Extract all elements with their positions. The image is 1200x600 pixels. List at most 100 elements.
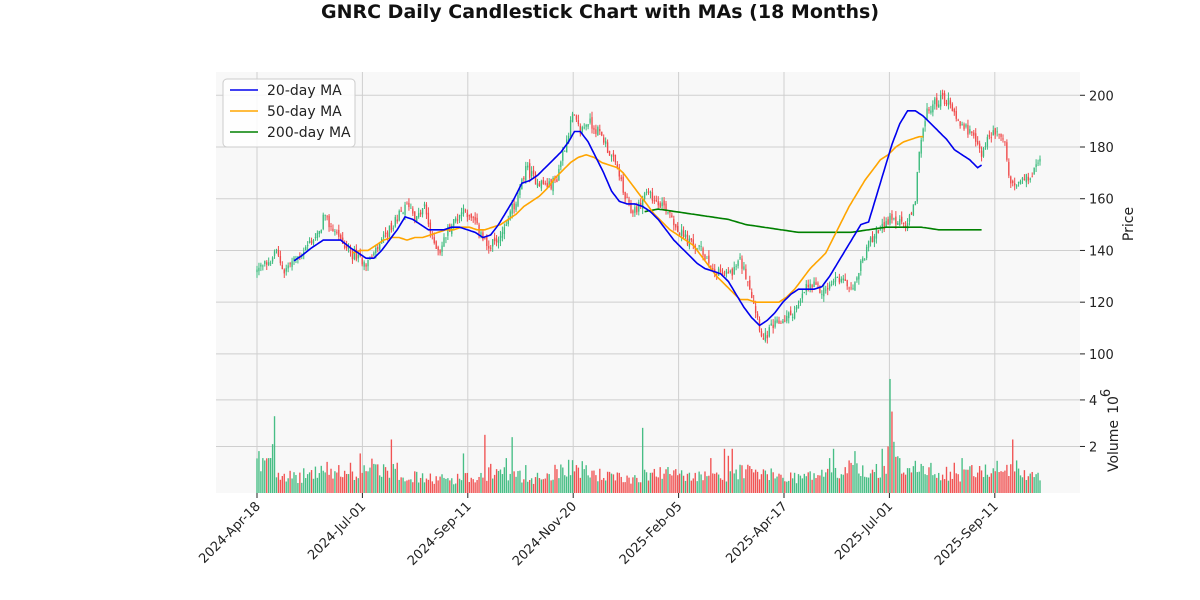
volume-bar bbox=[357, 478, 359, 493]
candle-body bbox=[351, 251, 354, 260]
candle-body bbox=[727, 272, 730, 274]
candle-body bbox=[749, 280, 751, 290]
candle-body bbox=[466, 212, 469, 218]
volume-bar bbox=[647, 480, 650, 493]
volume-bar bbox=[589, 477, 591, 493]
volume-bar bbox=[560, 464, 562, 493]
volume-bar bbox=[967, 469, 969, 493]
volume-bar bbox=[939, 480, 942, 493]
candle-body bbox=[318, 230, 321, 234]
candle-body bbox=[377, 246, 379, 250]
price-tick-label: 140 bbox=[1089, 244, 1114, 259]
candle-body bbox=[367, 260, 369, 267]
candle-body bbox=[743, 266, 745, 270]
candle-body bbox=[965, 124, 967, 127]
candle-body bbox=[774, 320, 776, 327]
volume-bar bbox=[823, 476, 825, 493]
candle-body bbox=[776, 319, 778, 323]
candle-body bbox=[932, 104, 934, 113]
volume-bar bbox=[266, 458, 268, 493]
candle-body bbox=[562, 151, 564, 161]
volume-bar bbox=[698, 471, 700, 493]
candle-body bbox=[306, 244, 309, 247]
volume-bar bbox=[982, 477, 985, 493]
volume-bar bbox=[548, 474, 550, 493]
candle-body bbox=[957, 119, 959, 121]
candle-body bbox=[620, 177, 622, 180]
candle-body bbox=[918, 151, 920, 171]
volume-bar bbox=[624, 482, 626, 493]
volume-bar bbox=[667, 467, 669, 493]
candle-body bbox=[649, 191, 652, 193]
candle-body bbox=[889, 215, 891, 224]
candle-body bbox=[517, 195, 519, 206]
volume-bar bbox=[291, 478, 293, 493]
volume-bar bbox=[359, 453, 361, 493]
candle-body bbox=[811, 285, 813, 288]
volume-bar bbox=[834, 467, 837, 493]
candle-body bbox=[772, 324, 774, 329]
volume-bar bbox=[675, 469, 677, 493]
volume-bar bbox=[969, 466, 971, 493]
candle-body bbox=[655, 200, 657, 201]
candle-body bbox=[704, 254, 706, 260]
candle-body bbox=[852, 288, 854, 290]
volume-bar bbox=[902, 472, 905, 493]
volume-bar bbox=[260, 471, 262, 493]
candle-body bbox=[717, 268, 720, 276]
volume-bar bbox=[1006, 464, 1008, 493]
volume-bar bbox=[758, 479, 761, 493]
volume-bar bbox=[271, 444, 274, 493]
volume-bar bbox=[599, 468, 601, 493]
volume-bar bbox=[1017, 468, 1020, 493]
volume-bar bbox=[421, 473, 424, 493]
candle-body bbox=[326, 216, 328, 218]
volume-tick-label: 4 bbox=[1089, 394, 1097, 409]
ma20-line bbox=[293, 110, 983, 327]
volume-bar bbox=[813, 473, 815, 493]
volume-bar bbox=[677, 475, 679, 493]
volume-bar bbox=[821, 469, 823, 493]
candle-body bbox=[1023, 179, 1026, 181]
candle-body bbox=[628, 199, 630, 203]
volume-bar bbox=[310, 470, 313, 493]
candle-body bbox=[571, 113, 574, 122]
volume-bar bbox=[655, 476, 657, 493]
volume-bar bbox=[345, 473, 348, 493]
volume-bar bbox=[338, 465, 340, 493]
volume-bar bbox=[922, 465, 924, 493]
volume-bar bbox=[419, 477, 422, 493]
volume-bar bbox=[628, 477, 630, 493]
candle-body bbox=[788, 312, 790, 319]
price-tick-label: 120 bbox=[1089, 296, 1114, 311]
volume-bar bbox=[597, 481, 599, 493]
candle-body bbox=[618, 167, 620, 177]
candle-body bbox=[338, 229, 340, 237]
volume-bar bbox=[645, 472, 648, 493]
candle-body bbox=[891, 213, 893, 220]
volume-bar bbox=[558, 478, 560, 493]
candle-body bbox=[992, 130, 994, 136]
volume-bar bbox=[587, 475, 589, 493]
candle-body bbox=[334, 231, 336, 232]
volume-bar bbox=[729, 471, 731, 493]
candle-body bbox=[684, 234, 687, 237]
candle-body bbox=[764, 332, 767, 341]
candle-body bbox=[575, 115, 578, 120]
candle-body bbox=[1017, 181, 1020, 184]
volume-bar bbox=[318, 473, 321, 493]
volume-bar bbox=[830, 472, 833, 493]
candle-body bbox=[791, 316, 794, 318]
candle-body bbox=[778, 320, 780, 324]
volume-bar bbox=[885, 473, 887, 493]
volume-bar bbox=[552, 479, 554, 493]
volume-bar bbox=[751, 469, 753, 493]
volume-bar bbox=[474, 482, 476, 493]
volume-bar bbox=[951, 478, 954, 493]
candle-body bbox=[832, 281, 835, 284]
volume-bar bbox=[745, 469, 747, 493]
volume-bar bbox=[454, 483, 457, 493]
candle-body bbox=[462, 208, 465, 214]
candle-body bbox=[472, 217, 474, 218]
candle-body bbox=[982, 147, 985, 157]
